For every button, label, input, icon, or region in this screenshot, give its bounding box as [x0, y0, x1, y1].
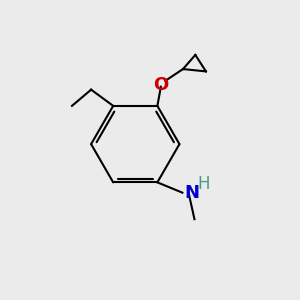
Text: O: O: [153, 76, 169, 94]
Text: N: N: [185, 184, 200, 202]
Text: H: H: [197, 176, 210, 194]
